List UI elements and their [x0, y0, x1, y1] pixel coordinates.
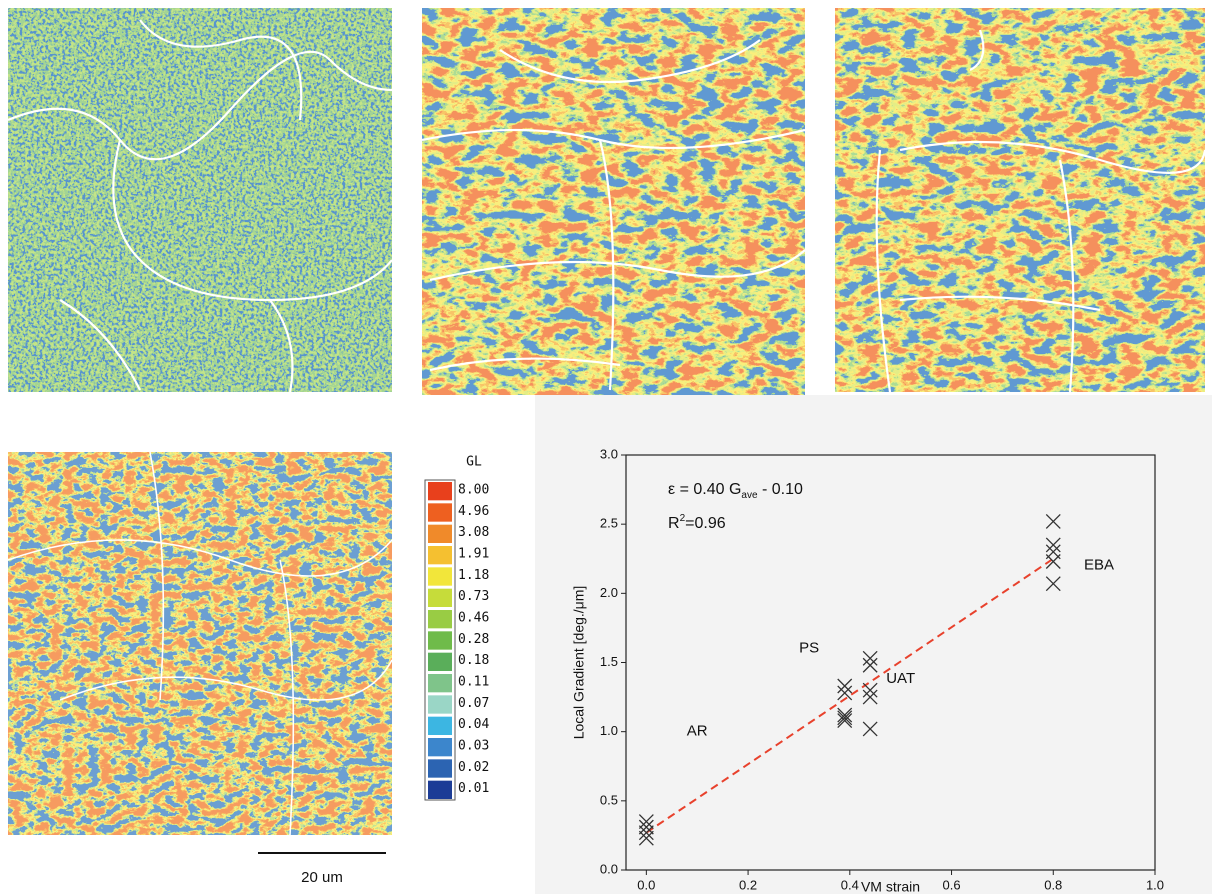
equation: ε = 0.40 Gave - 0.10 — [668, 481, 803, 500]
map-eba — [8, 452, 392, 835]
data-point — [638, 814, 654, 830]
colorbar-label: 0.03 — [458, 739, 489, 754]
colorbar-swatch — [428, 524, 452, 543]
map-uat — [835, 8, 1205, 392]
data-point — [862, 657, 878, 673]
colorbar-label: 0.73 — [458, 589, 489, 604]
colorbar-title: GL — [466, 455, 482, 470]
colorbar-label: 0.11 — [458, 675, 489, 690]
equation-main: ε = 0.40 G — [668, 481, 741, 498]
data-point — [837, 713, 853, 729]
colorbar-frame — [424, 479, 456, 801]
x-tick-label: 1.0 — [1146, 877, 1164, 892]
colorbar-label: 0.01 — [458, 781, 489, 796]
colorbar-swatch — [428, 759, 452, 778]
data-point — [862, 689, 878, 705]
data-point — [1045, 576, 1061, 592]
colorbar-label: 0.07 — [458, 696, 489, 711]
colorbar-swatch — [428, 588, 452, 607]
x-tick-label: 0.4 — [841, 877, 859, 892]
data-point — [862, 721, 878, 737]
colorbar-swatch — [428, 652, 452, 671]
colorbar-swatch — [428, 780, 452, 799]
colorbar-label: 0.04 — [458, 717, 489, 732]
colorbar-swatch — [428, 503, 452, 522]
colorbar-label: 0.46 — [458, 611, 489, 626]
colorbar-label: 1.91 — [458, 547, 489, 562]
data-point — [837, 707, 853, 723]
grain-boundaries — [7, 19, 1207, 836]
colorbar: GL 8.00 4.96 3.08 1.91 1.18 0.73 0.46 0.28 0.18 0… — [424, 455, 489, 801]
r-squared: R2=0.96 — [668, 513, 726, 533]
chart: 0.0 0.2 0.4 0.6 0.8 1.0 0.0 0.5 1.0 1.5 2.0 2.5 3.0 V… — [571, 446, 1164, 894]
map-as-received — [8, 8, 392, 392]
data-point — [1045, 554, 1061, 569]
colorbar-label: 1.18 — [458, 568, 489, 583]
y-axis-label: Local Gradient [deg./μm] — [571, 586, 587, 740]
y-tick-label: 2.5 — [600, 516, 618, 531]
map-panels — [7, 8, 1207, 836]
annotation: EBA — [1084, 557, 1114, 574]
data-point — [837, 678, 853, 694]
equation-rest: - 0.10 — [758, 481, 803, 498]
data-point — [1045, 513, 1061, 529]
y-tick-label: 3.0 — [600, 446, 618, 461]
x-tick-label: 0.8 — [1044, 877, 1062, 892]
data-point — [837, 710, 853, 726]
r-squared-sup: 2 — [680, 513, 686, 524]
data-point — [837, 685, 853, 701]
chart-background — [535, 395, 1212, 894]
colorbar-label: 4.96 — [458, 504, 489, 519]
equation-sub: ave — [741, 490, 758, 501]
colorbar-label: 0.28 — [458, 632, 489, 647]
y-tick-label: 1.0 — [600, 723, 618, 738]
data-point — [862, 650, 878, 666]
r-squared-rest: =0.96 — [685, 515, 726, 532]
x-tick-label: 0.0 — [637, 877, 655, 892]
x-tick-label: 0.6 — [942, 877, 960, 892]
y-tick-label: 2.0 — [600, 585, 618, 600]
r-squared-main: R — [668, 515, 680, 532]
colorbar-label: 0.02 — [458, 760, 489, 775]
data-point — [638, 825, 654, 841]
y-tick-label: 0.0 — [600, 861, 618, 876]
colorbar-swatch — [428, 716, 452, 735]
colorbar-swatch — [428, 567, 452, 586]
colorbar-label: 8.00 — [458, 483, 489, 498]
y-tick-label: 0.5 — [600, 792, 618, 807]
colorbar-label: 0.18 — [458, 653, 489, 668]
annotation: UAT — [886, 670, 915, 687]
fit-line — [645, 557, 1054, 834]
colorbar-swatch — [428, 631, 452, 650]
x-axis-label: VM strain — [861, 879, 920, 894]
y-tick-label: 1.5 — [600, 654, 618, 669]
data-point — [638, 830, 654, 846]
x-tick-label: 0.2 — [739, 877, 757, 892]
colorbar-swatch — [428, 546, 452, 565]
scale-bar: 20 um — [258, 852, 386, 886]
colorbar-swatch — [428, 482, 452, 501]
colorbar-swatch — [428, 738, 452, 757]
data-point — [1045, 537, 1061, 553]
data-point — [638, 819, 654, 835]
data-point — [862, 682, 878, 698]
colorbar-swatch — [428, 695, 452, 714]
colorbar-swatch — [428, 610, 452, 629]
colorbar-label: 3.08 — [458, 525, 489, 540]
annotation: AR — [687, 723, 708, 740]
annotation: PS — [799, 640, 819, 657]
scale-bar-label: 20 um — [301, 869, 343, 886]
colorbar-swatch — [428, 674, 452, 693]
